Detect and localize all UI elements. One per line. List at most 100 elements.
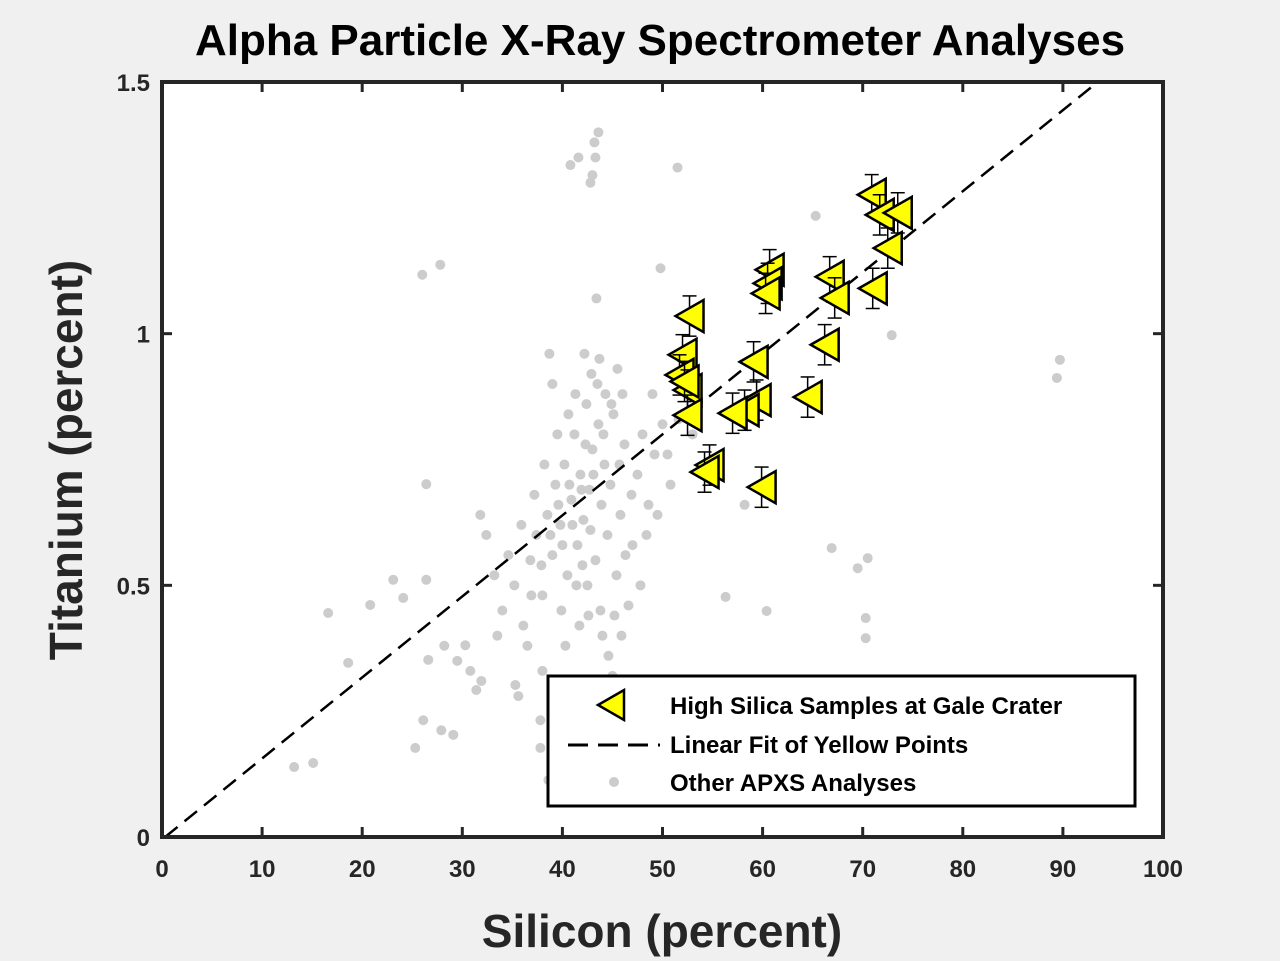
gray-point: [542, 509, 553, 520]
yellow-triangle: [716, 395, 748, 432]
gray-point: [860, 633, 871, 644]
x-tick-label: 30: [449, 856, 476, 883]
gray-point: [637, 429, 648, 440]
gray-point: [599, 459, 610, 470]
gray-point: [323, 608, 334, 619]
gray-point: [460, 640, 471, 651]
gray-point: [398, 592, 409, 603]
gray-point: [597, 630, 608, 641]
gray-point: [590, 152, 601, 163]
gray-point: [529, 489, 540, 500]
yellow-triangle: [808, 326, 840, 363]
gray-point: [588, 469, 599, 480]
gray-point: [617, 389, 628, 400]
gray-point: [557, 540, 568, 551]
yellow-point: [745, 466, 777, 509]
gray-point: [592, 379, 603, 389]
gray-point: [471, 685, 482, 696]
gray-point: [589, 137, 600, 148]
yellow-triangle: [881, 194, 913, 232]
gray-point: [627, 540, 638, 551]
gray-point: [497, 605, 508, 616]
gray-point: [547, 379, 558, 389]
gray-point: [417, 269, 428, 280]
gray-point: [596, 499, 607, 510]
x-tick-label: 70: [849, 856, 876, 883]
yellow-triangle: [813, 258, 845, 295]
gray-point: [308, 758, 319, 769]
yellow-point: [856, 267, 888, 310]
gray-point: [739, 499, 750, 510]
gray-point: [581, 399, 592, 410]
gray-point: [862, 553, 873, 564]
x-tick-label: 20: [349, 856, 376, 883]
gray-point: [465, 665, 476, 676]
gray-point: [489, 570, 500, 581]
x-tick-label: 80: [949, 856, 976, 883]
gray-point: [609, 610, 620, 621]
gray-point: [552, 429, 563, 440]
gray-point: [662, 449, 673, 460]
gray-point: [448, 729, 459, 740]
y-tick-label: 1: [137, 322, 150, 349]
gray-point: [537, 665, 548, 676]
gray-point: [649, 449, 660, 460]
yellow-point: [808, 323, 840, 366]
gray-point: [522, 640, 533, 651]
gray-point: [852, 563, 863, 574]
gray-point: [585, 177, 596, 188]
x-tick-label: 0: [155, 856, 168, 883]
gray-point: [810, 210, 821, 221]
gray-point: [436, 725, 447, 736]
gray-point: [388, 574, 399, 585]
yellow-triangle: [818, 279, 850, 317]
gray-point: [587, 444, 598, 455]
gray-point: [452, 655, 463, 666]
gray-point: [1054, 354, 1065, 365]
yellow-triangle: [856, 270, 888, 307]
yellow-triangle: [671, 397, 703, 434]
gray-point: [421, 479, 432, 490]
gray-point: [544, 348, 555, 359]
gray-point: [593, 419, 604, 430]
gray-point: [563, 409, 574, 420]
gray-point: [410, 742, 421, 753]
gray-point: [550, 479, 561, 490]
gray-point: [615, 509, 626, 520]
gray-point: [574, 620, 585, 631]
gray-point: [513, 691, 524, 702]
gray-point: [535, 715, 546, 726]
gray-point: [583, 610, 594, 621]
y-axis-label: Titanium (percent): [40, 260, 92, 660]
gray-point: [575, 469, 586, 480]
gray-point: [573, 152, 584, 163]
gray-point: [886, 330, 897, 341]
gray-point: [423, 654, 434, 665]
gray-point: [598, 429, 609, 440]
gray-point: [503, 550, 514, 561]
gray-point: [578, 514, 589, 525]
gray-point: [545, 530, 556, 540]
gray-point: [576, 484, 587, 495]
gray-point: [582, 580, 593, 591]
gray-point: [421, 574, 432, 585]
gray-point: [539, 459, 550, 470]
yellow-point: [749, 272, 781, 315]
legend-dot-icon: [609, 777, 619, 787]
y-tick-label: 0.5: [117, 573, 150, 600]
gray-point: [475, 509, 486, 520]
gray-point: [565, 160, 576, 171]
gray-point: [492, 630, 503, 641]
other-apxs-points: [289, 127, 1065, 786]
yellow-point: [871, 227, 903, 269]
gray-point: [626, 489, 637, 500]
yellow-point: [716, 392, 748, 435]
gray-point: [602, 530, 613, 540]
gray-point: [510, 679, 521, 690]
gray-point: [1051, 372, 1062, 383]
yellow-triangle: [673, 297, 705, 335]
gray-point: [559, 459, 570, 470]
gray-point: [518, 620, 529, 631]
x-tick-label: 60: [749, 856, 776, 883]
legend-triangle-icon: [595, 687, 626, 723]
